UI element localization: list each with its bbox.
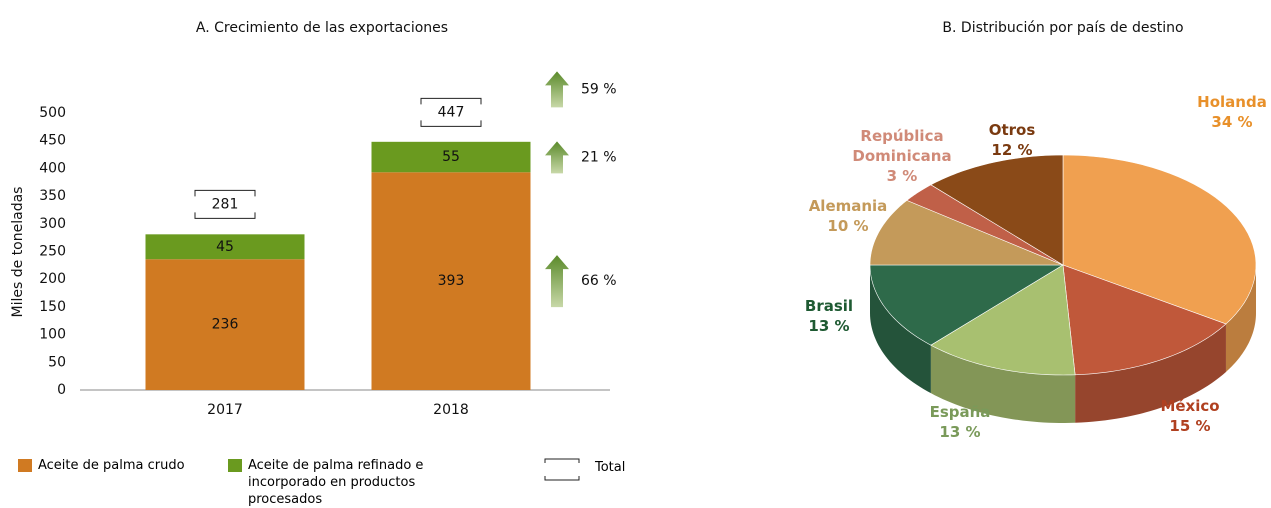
slice-label: Holanda bbox=[1197, 93, 1267, 111]
y-tick-label: 400 bbox=[39, 160, 66, 176]
bar-segment bbox=[145, 259, 305, 390]
y-tick-label: 0 bbox=[57, 382, 66, 398]
growth-arrow bbox=[545, 141, 569, 174]
total-label: 281 bbox=[212, 196, 239, 212]
pie-slice bbox=[1062, 264, 1227, 376]
slice-value: 13 % bbox=[808, 317, 850, 335]
slice-label: España bbox=[929, 403, 991, 421]
chart-title: A. Crecimiento de las exportaciones bbox=[196, 20, 448, 36]
chart-title: B. Distribución por país de destino bbox=[942, 20, 1183, 36]
bar-segment bbox=[371, 141, 531, 173]
y-tick-label: 200 bbox=[39, 271, 66, 287]
slice-value: 12 % bbox=[991, 141, 1033, 159]
pie-side bbox=[930, 345, 1076, 423]
y-tick-label: 150 bbox=[39, 299, 66, 315]
pie-slice bbox=[906, 184, 1064, 266]
x-tick-label: 2018 bbox=[433, 402, 469, 418]
x-tick-label: 2017 bbox=[207, 402, 243, 418]
pie-side bbox=[1075, 323, 1226, 423]
pie-slice bbox=[869, 264, 1065, 346]
y-tick-label: 50 bbox=[48, 354, 66, 370]
page: A. Crecimiento de las exportaciones B. D… bbox=[10, 20, 1267, 507]
total-label: 447 bbox=[438, 104, 465, 120]
slice-label: República Dominicana bbox=[852, 127, 952, 165]
slice-value: 10 % bbox=[827, 217, 869, 235]
data-label: 45 bbox=[216, 239, 234, 255]
slice-value: 34 % bbox=[1211, 113, 1253, 131]
bar-segment bbox=[371, 172, 531, 390]
y-tick-label: 250 bbox=[39, 244, 66, 260]
slice-value: 3 % bbox=[886, 167, 918, 185]
chart: A. Crecimiento de las exportaciones B. D… bbox=[10, 20, 1257, 481]
legend-swatch bbox=[18, 459, 32, 472]
legend-swatch bbox=[228, 459, 242, 472]
legend-label: Total bbox=[595, 460, 626, 475]
growth-label: 66 % bbox=[581, 273, 617, 289]
growth-arrow bbox=[545, 71, 569, 108]
legend-label: Aceite de palma refinado e incorporado e… bbox=[248, 458, 424, 507]
pie-side bbox=[1225, 265, 1256, 372]
slice-label: México bbox=[1160, 397, 1220, 415]
pie-slice bbox=[869, 199, 1064, 266]
growth-arrow bbox=[545, 255, 569, 308]
y-tick-label: 350 bbox=[39, 188, 66, 204]
slice-label: Otros bbox=[988, 121, 1036, 139]
slice-value: 13 % bbox=[939, 423, 981, 441]
slice-label: Alemania bbox=[808, 197, 888, 215]
slice-value: 15 % bbox=[1169, 417, 1211, 435]
y-tick-label: 450 bbox=[39, 133, 66, 149]
total-box bbox=[420, 97, 482, 127]
pie-slice bbox=[1062, 154, 1257, 325]
data-label: 236 bbox=[212, 317, 239, 333]
data-label: 55 bbox=[442, 149, 460, 165]
y-axis-label: Miles de toneladas bbox=[10, 187, 26, 318]
growth-label: 21 % bbox=[581, 149, 617, 165]
pie-side bbox=[870, 265, 931, 394]
legend-total-box bbox=[544, 458, 580, 481]
y-tick-label: 500 bbox=[39, 105, 66, 121]
bar-segment bbox=[145, 234, 305, 260]
growth-label: 59 % bbox=[581, 81, 617, 97]
total-box bbox=[194, 189, 256, 219]
slice-label: Brasil bbox=[804, 297, 854, 315]
y-tick-label: 300 bbox=[39, 216, 66, 232]
pie-slice bbox=[930, 264, 1076, 376]
legend-label: Aceite de palma crudo bbox=[38, 458, 185, 473]
data-label: 393 bbox=[438, 273, 465, 289]
pie-slice bbox=[930, 154, 1064, 266]
y-tick-label: 100 bbox=[39, 327, 66, 343]
